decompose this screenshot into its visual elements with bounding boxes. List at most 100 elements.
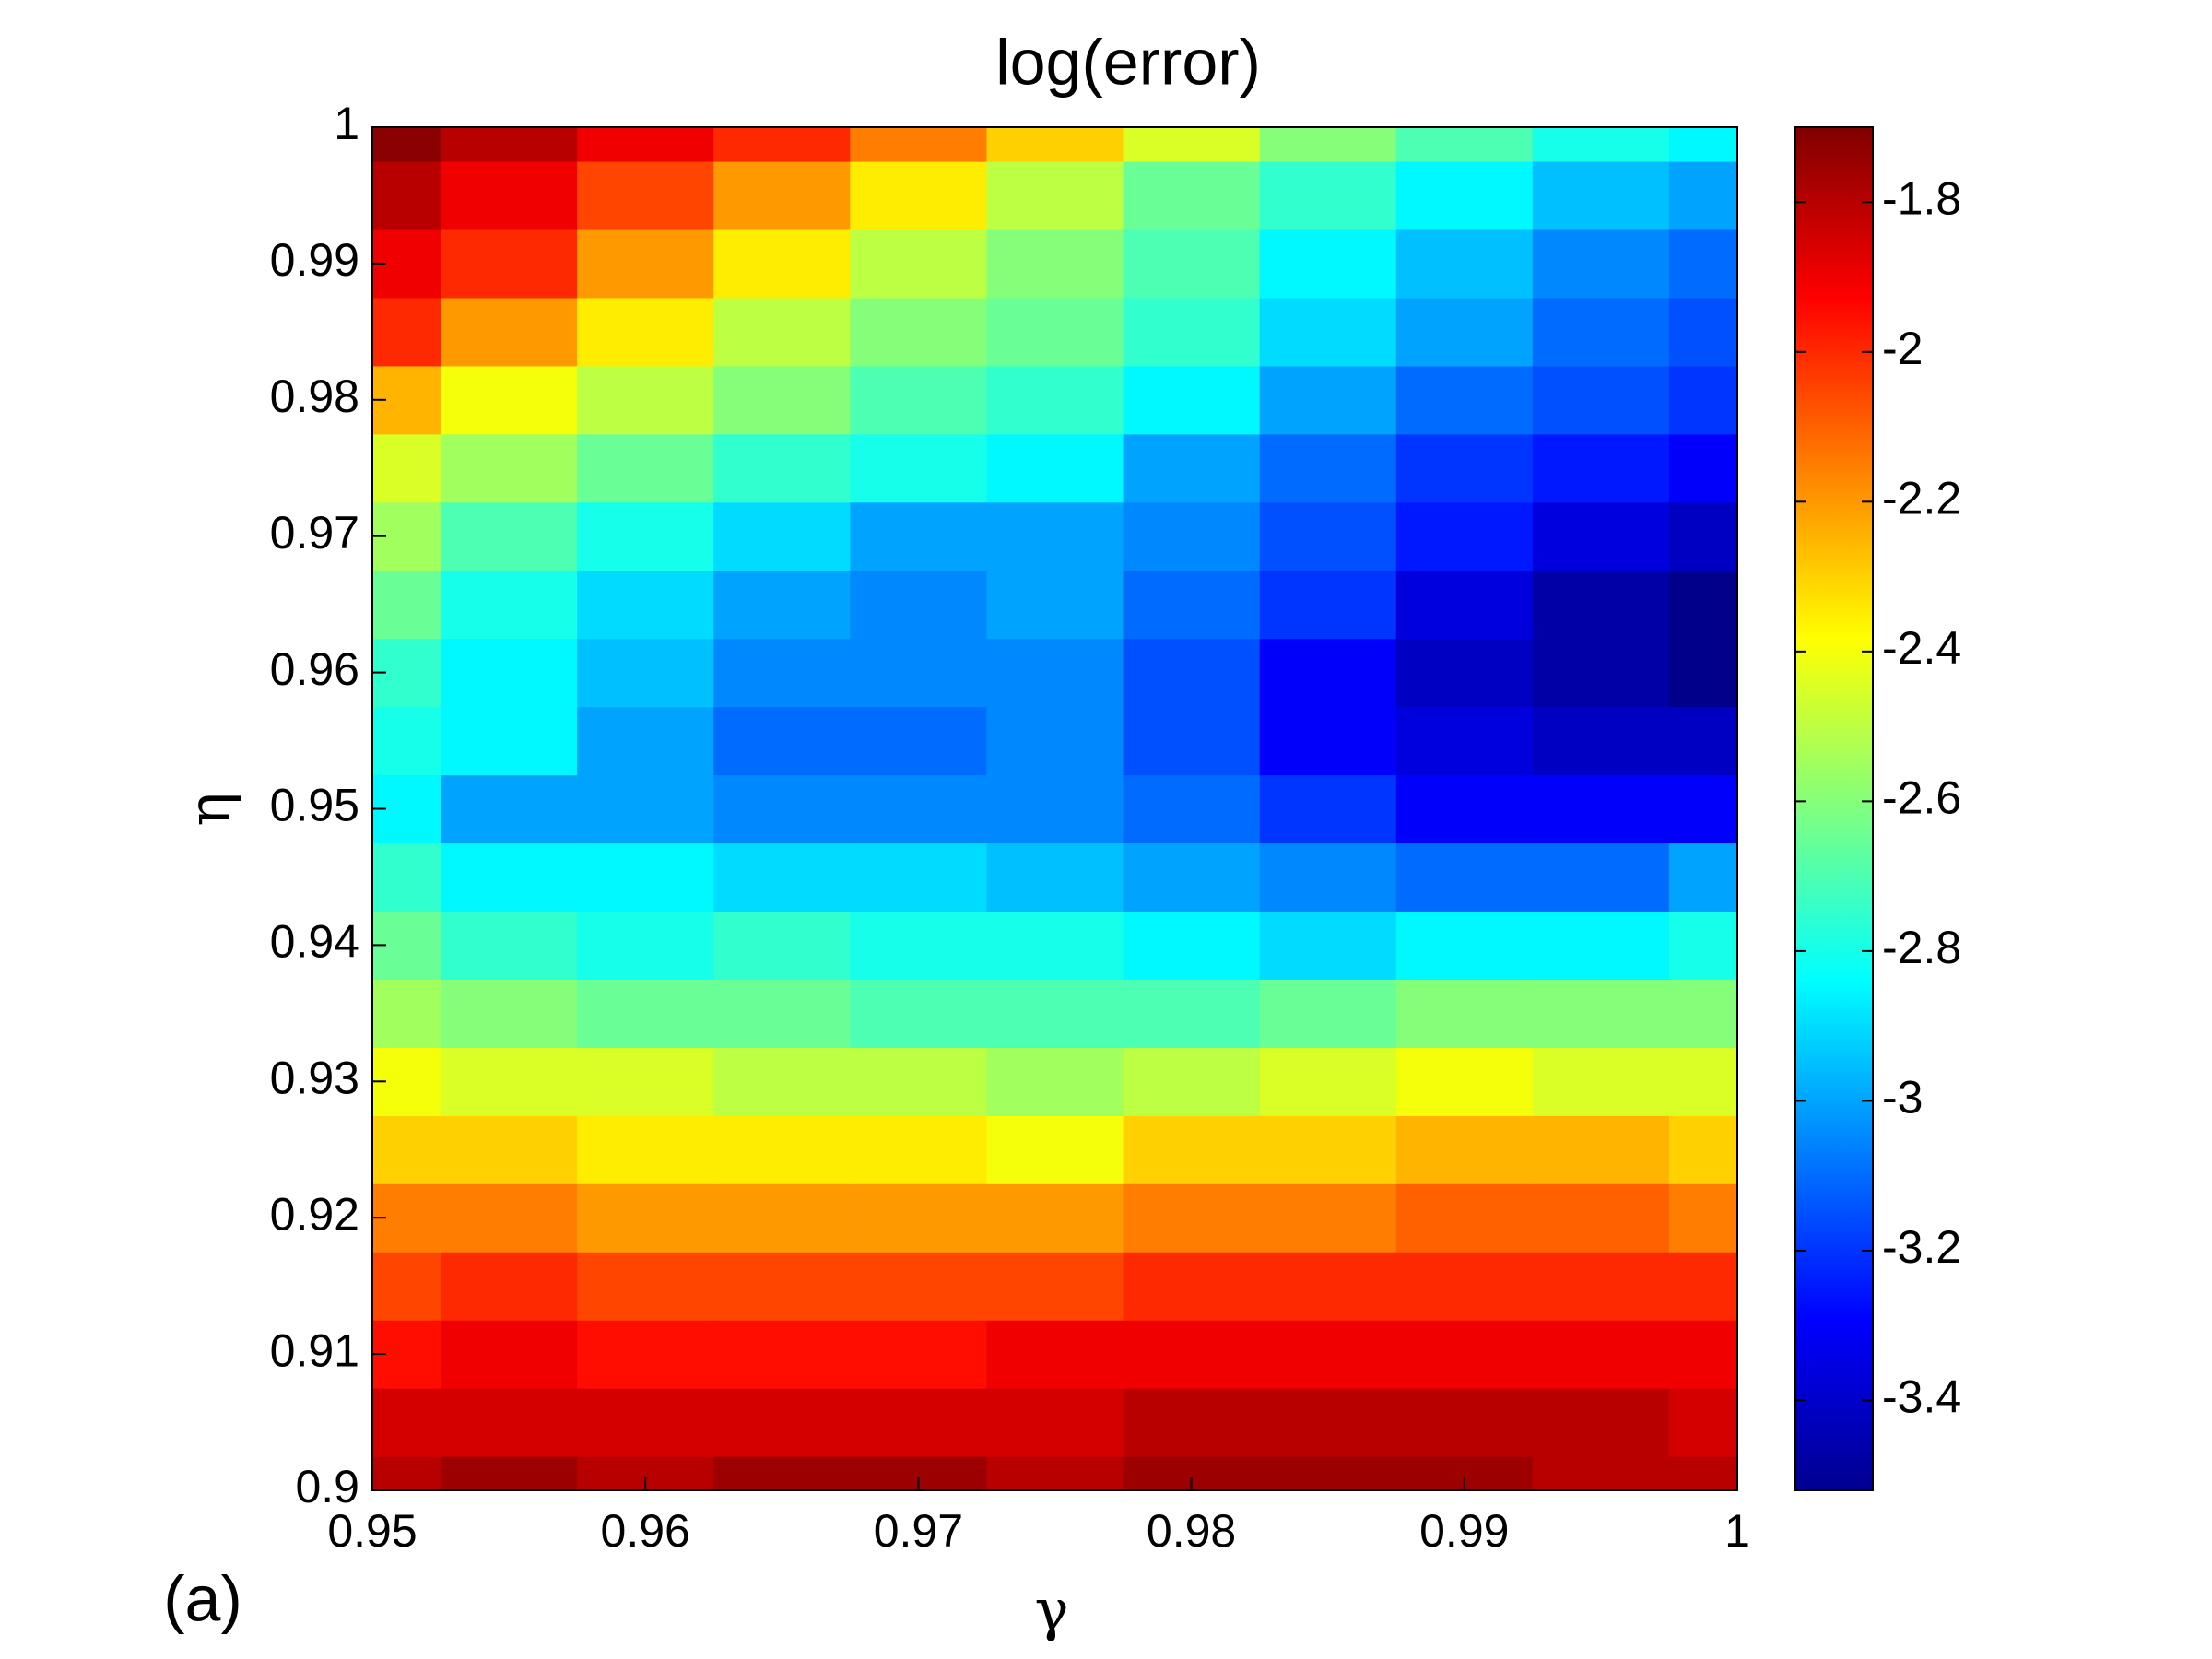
heatmap-cell xyxy=(1123,1183,1261,1253)
x-tick-label: 0.98 xyxy=(1147,1505,1236,1557)
heatmap-cell xyxy=(850,1183,988,1253)
heatmap-cell xyxy=(713,1456,851,1490)
y-tick-label: 0.92 xyxy=(270,1188,359,1240)
heatmap-cell xyxy=(441,501,578,571)
heatmap-cell xyxy=(1395,1252,1534,1321)
heatmap-cell xyxy=(850,229,988,299)
heatmap-cell xyxy=(986,127,1124,162)
heatmap-cell xyxy=(577,842,714,912)
heatmap-cell xyxy=(577,501,714,571)
heatmap-cell xyxy=(1532,365,1670,435)
heatmap-cell xyxy=(986,1252,1124,1321)
heatmap-cell xyxy=(1532,1047,1670,1116)
heatmap-cell xyxy=(1395,433,1534,503)
heatmap-cell xyxy=(986,842,1124,912)
y-tick-label: 0.96 xyxy=(270,643,359,695)
heatmap-cell xyxy=(986,1388,1124,1457)
heatmap-cell xyxy=(850,1388,988,1457)
heatmap-cell xyxy=(1395,706,1534,776)
heatmap-cell xyxy=(441,706,578,776)
heatmap-cell xyxy=(1668,1320,1737,1389)
heatmap-cell xyxy=(1668,1047,1737,1116)
heatmap-cell xyxy=(1259,229,1397,299)
heatmap-cell xyxy=(1259,638,1397,708)
heatmap-cell xyxy=(1532,1115,1670,1184)
heatmap-cell xyxy=(986,1183,1124,1253)
heatmap-cell xyxy=(713,979,851,1048)
heatmap-cell xyxy=(1123,1047,1261,1116)
y-tick-label: 0.95 xyxy=(270,780,359,831)
heatmap-cell xyxy=(713,1183,851,1253)
heatmap-cell xyxy=(1532,127,1670,162)
heatmap-cell xyxy=(1123,706,1261,776)
heatmap-cell xyxy=(1532,433,1670,503)
heatmap-cell xyxy=(713,160,851,230)
heatmap-cell xyxy=(1532,570,1670,640)
heatmap-cell xyxy=(850,1047,988,1116)
heatmap-cell xyxy=(1259,911,1397,980)
heatmap-cell xyxy=(986,160,1124,230)
heatmap-cell xyxy=(1123,1320,1261,1389)
heatmap-cell xyxy=(577,127,714,162)
heatmap-cell xyxy=(850,979,988,1048)
heatmap-cell xyxy=(577,229,714,299)
x-tick-label: 0.96 xyxy=(601,1505,690,1557)
heatmap-cell xyxy=(441,229,578,299)
heatmap-cell xyxy=(1532,1456,1670,1490)
heatmap-cell xyxy=(441,979,578,1048)
heatmap-cell xyxy=(850,842,988,912)
heatmap-cell xyxy=(1123,1388,1261,1457)
heatmap-cell xyxy=(850,501,988,571)
x-tick-label: 0.97 xyxy=(874,1505,963,1557)
heatmap-cell xyxy=(1395,1115,1534,1184)
heatmap-cell xyxy=(1395,365,1534,435)
colorbar-tick-label: -2 xyxy=(1882,323,1923,374)
heatmap-cell xyxy=(372,297,441,367)
heatmap-cell xyxy=(850,1252,988,1321)
heatmap-cell xyxy=(1259,297,1397,367)
heatmap-cell xyxy=(577,1388,714,1457)
heatmap-cell xyxy=(713,365,851,435)
heatmap-cell xyxy=(441,1183,578,1253)
heatmap-cell xyxy=(1395,1320,1534,1389)
heatmap-cell xyxy=(1532,160,1670,230)
heatmap-cell xyxy=(850,297,988,367)
colorbar-tick-label: -3 xyxy=(1882,1072,1923,1124)
heatmap-cell xyxy=(1532,229,1670,299)
heatmap-cell xyxy=(986,706,1124,776)
heatmap-cell xyxy=(850,638,988,708)
heatmap-cell xyxy=(1395,842,1534,912)
heatmap-cell xyxy=(1532,842,1670,912)
heatmap-cell xyxy=(577,638,714,708)
heatmap-cell xyxy=(441,297,578,367)
colorbar-tick-label: -1.8 xyxy=(1882,172,1961,224)
heatmap-cell xyxy=(1668,160,1737,230)
heatmap-cell xyxy=(1395,1388,1534,1457)
heatmap-cell xyxy=(713,297,851,367)
heatmap-cell xyxy=(1668,433,1737,503)
heatmap-cell xyxy=(986,979,1124,1048)
chart-title: log(error) xyxy=(995,26,1261,98)
heatmap-cell xyxy=(850,160,988,230)
heatmap-cell xyxy=(441,1456,578,1490)
heatmap-cell xyxy=(713,127,851,162)
heatmap-cell xyxy=(1532,501,1670,571)
heatmap-cell xyxy=(577,706,714,776)
heatmap-cell xyxy=(441,774,578,844)
heatmap-cell xyxy=(577,979,714,1048)
heatmap-cell xyxy=(986,1047,1124,1116)
heatmap-cell xyxy=(372,160,441,230)
y-tick-label: 1 xyxy=(334,98,359,149)
y-tick-label: 0.9 xyxy=(295,1461,359,1512)
heatmap-cell xyxy=(986,229,1124,299)
colorbar-tick-label: -2.2 xyxy=(1882,473,1961,524)
heatmap-cell xyxy=(577,365,714,435)
heatmap-cell xyxy=(713,1320,851,1389)
heatmap-cell xyxy=(1259,1183,1397,1253)
heatmap-cell xyxy=(372,1252,441,1321)
heatmap-cell xyxy=(986,433,1124,503)
heatmap-cell xyxy=(441,1252,578,1321)
heatmap-cell xyxy=(372,1388,441,1457)
heatmap-cell xyxy=(850,706,988,776)
